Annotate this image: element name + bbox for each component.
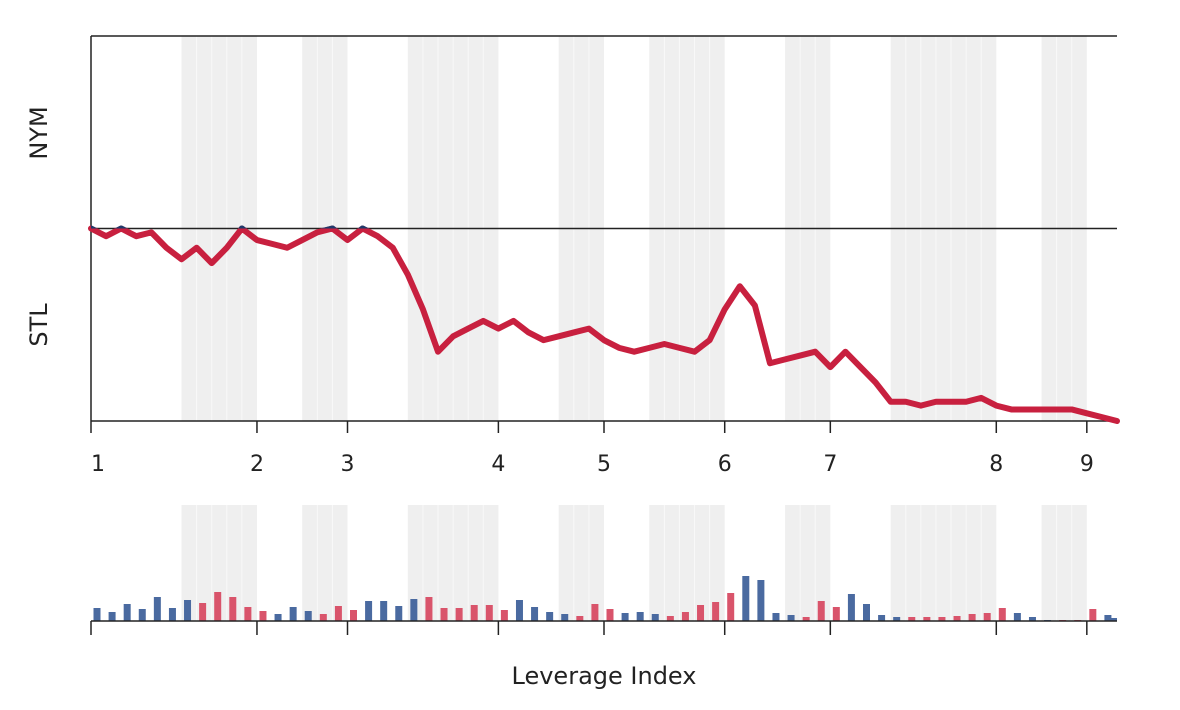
bar — [440, 608, 448, 621]
bar — [1110, 618, 1117, 621]
team-label: STL — [25, 303, 53, 347]
bar — [606, 609, 614, 621]
x-tick-label: 3 — [341, 452, 355, 477]
bar — [199, 603, 207, 621]
x-tick-label: 8 — [989, 452, 1003, 477]
bar — [123, 604, 131, 621]
bar — [93, 608, 101, 621]
bar — [395, 606, 403, 621]
win-line — [88, 225, 1120, 424]
bar — [289, 607, 297, 621]
bar — [108, 612, 116, 621]
bar — [214, 592, 222, 621]
bar — [455, 608, 463, 621]
bar — [727, 593, 735, 621]
bar — [334, 606, 342, 621]
bar — [817, 601, 825, 621]
bar — [651, 614, 659, 621]
bar — [712, 602, 720, 621]
bar — [274, 614, 282, 621]
bar — [561, 614, 569, 621]
bar — [138, 609, 146, 621]
shaded-band — [302, 505, 348, 621]
bar — [425, 597, 433, 621]
bar — [244, 607, 252, 621]
shaded-band — [890, 505, 997, 621]
bar — [908, 617, 916, 621]
bar — [1013, 613, 1021, 621]
x-tick-label: 4 — [491, 452, 505, 477]
bar — [802, 617, 810, 621]
x-tick-label: 6 — [718, 452, 732, 477]
bar — [515, 600, 523, 621]
bar — [878, 615, 886, 621]
x-tick-label: 2 — [250, 452, 264, 477]
shaded-band — [1041, 505, 1087, 621]
bar — [470, 605, 478, 621]
bar — [153, 597, 161, 621]
bar — [938, 617, 946, 621]
bar — [621, 613, 629, 621]
bar — [350, 610, 357, 621]
team-label: NYM — [25, 106, 53, 159]
bar — [666, 616, 674, 621]
bar — [953, 616, 961, 621]
bar — [847, 594, 855, 621]
shaded-band — [558, 505, 604, 621]
bar — [546, 612, 554, 621]
bar — [787, 615, 795, 621]
bar — [832, 607, 840, 621]
bar — [923, 617, 931, 621]
bar — [500, 610, 508, 621]
bar — [184, 600, 192, 621]
bar — [591, 604, 599, 621]
bar — [365, 601, 373, 621]
bar — [983, 613, 991, 621]
bar — [681, 612, 689, 621]
bar — [998, 608, 1006, 621]
bar — [1104, 615, 1112, 621]
bar — [485, 605, 493, 621]
bar — [531, 607, 539, 621]
x-axis-title: Leverage Index — [512, 662, 697, 690]
x-tick-label: 1 — [91, 452, 105, 477]
x-tick-label: 9 — [1080, 452, 1094, 477]
bar — [636, 612, 644, 621]
bar — [968, 614, 976, 621]
bar — [697, 605, 705, 621]
bar — [863, 604, 870, 621]
x-tick-label: 5 — [597, 452, 611, 477]
shaded-band — [649, 505, 725, 621]
bar — [1028, 617, 1036, 621]
bar — [410, 599, 418, 621]
bar — [168, 608, 176, 621]
bar — [576, 616, 584, 621]
bar — [772, 613, 780, 621]
bar — [229, 597, 237, 621]
bar — [893, 617, 901, 621]
bar — [319, 614, 327, 621]
x-tick-label: 7 — [823, 452, 837, 477]
bar — [742, 576, 750, 621]
bar — [259, 611, 267, 621]
bar — [757, 580, 765, 621]
bar — [380, 601, 388, 621]
bar — [1089, 609, 1097, 621]
bar — [304, 611, 312, 621]
